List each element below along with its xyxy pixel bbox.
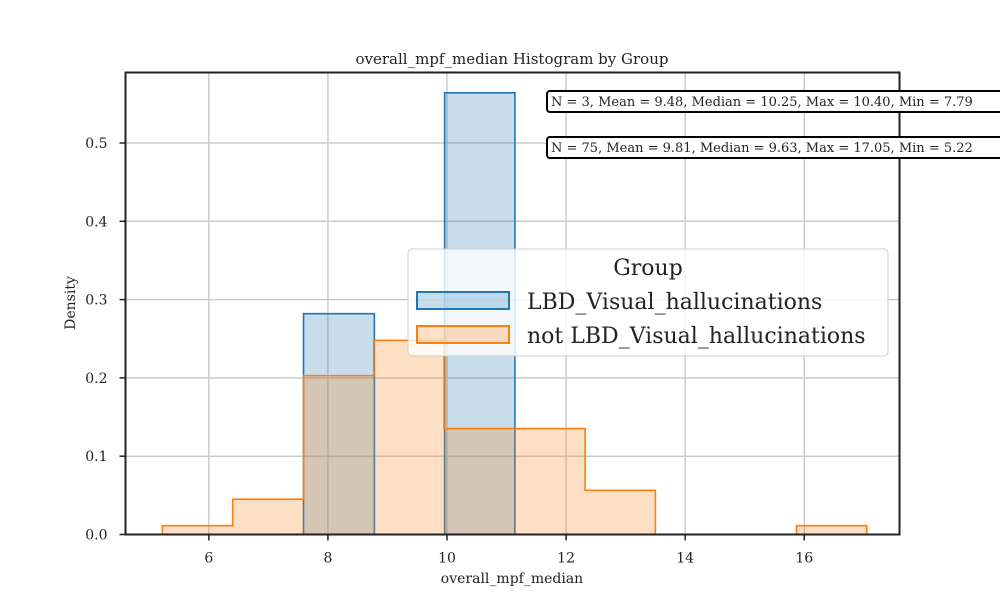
annotation-text-2: N = 75, Mean = 9.81, Median = 9.63, Max … (551, 141, 973, 156)
y-tick-label: 0.4 (85, 214, 107, 230)
bar-not-lbd (444, 428, 515, 535)
annotation-box-2 (546, 136, 1000, 159)
chart-title: overall_mpf_median Histogram by Group (356, 50, 669, 68)
bar-not-lbd (162, 525, 233, 535)
bar-not-lbd (585, 490, 656, 535)
bar-lbd (303, 313, 375, 535)
bar-not-lbd (303, 375, 374, 535)
x-axis-label: overall_mpf_median (441, 571, 583, 587)
bar-not-lbd (796, 525, 867, 535)
legend-swatch-lbd (416, 291, 510, 310)
y-tick-label: 0.1 (85, 449, 107, 465)
legend-label-lbd: LBD_Visual_hallucinations (527, 290, 822, 315)
annotation-box-1 (546, 90, 1000, 113)
y-axis-label: Density (63, 276, 79, 330)
y-tick-label: 0.2 (85, 371, 107, 387)
y-tick-label: 0.3 (85, 293, 107, 309)
bar-not-lbd (232, 499, 304, 535)
legend-label-not-lbd: not LBD_Visual_hallucinations (527, 324, 866, 349)
bar-not-lbd (514, 428, 586, 535)
legend: Group LBD_Visual_hallucinations not LBD_… (407, 248, 889, 357)
annotation-text-1: N = 3, Mean = 9.48, Median = 10.25, Max … (551, 95, 973, 110)
legend-box (407, 248, 889, 357)
y-tick-label: 0.5 (85, 136, 107, 152)
x-tick-label: 16 (795, 551, 813, 567)
x-tick-label: 12 (557, 551, 575, 567)
x-tick-label: 6 (204, 551, 213, 567)
x-tick-label: 8 (323, 551, 332, 567)
y-tick-label: 0.0 (85, 528, 107, 544)
legend-title: Group (613, 256, 683, 281)
bar-not-lbd (373, 340, 445, 535)
x-tick-label: 10 (438, 551, 456, 567)
x-tick-label: 14 (676, 551, 694, 567)
legend-swatch-not-lbd (416, 325, 510, 344)
annotations: N = 3, Mean = 9.48, Median = 10.25, Max … (546, 90, 1000, 159)
axes-frame (124, 71, 901, 536)
